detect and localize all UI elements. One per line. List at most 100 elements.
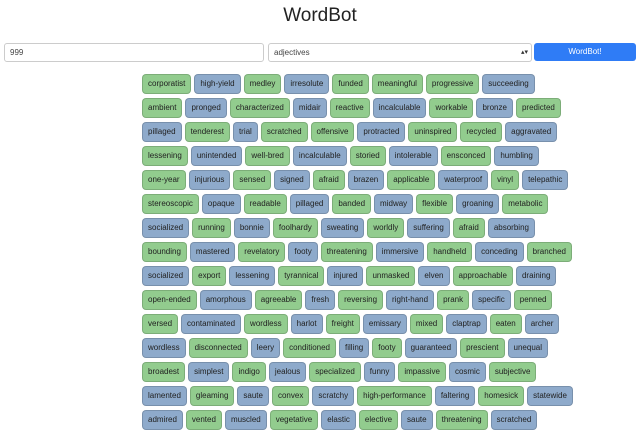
word-tag[interactable]: threatening [435,410,488,430]
word-tag[interactable]: disconnected [188,338,248,358]
word-tag[interactable]: scratchy [312,386,355,406]
word-tag[interactable]: leery [250,338,281,358]
word-tag[interactable]: stereoscopic [142,194,199,214]
word-tag[interactable]: midair [292,98,327,118]
word-tag[interactable]: readable [243,194,287,214]
word-tag[interactable]: prank [437,290,470,310]
word-tag[interactable]: foolhardy [272,218,318,238]
word-tag[interactable]: afraid [452,218,485,238]
word-tag[interactable]: afraid [312,170,345,190]
word-tag[interactable]: elective [358,410,399,430]
word-tag[interactable]: bounding [142,242,187,262]
word-tag[interactable]: tyrannical [278,266,325,286]
word-tag[interactable]: applicable [387,170,436,190]
word-tag[interactable]: scratched [260,122,308,142]
word-tag[interactable]: draining [515,266,557,286]
word-tag[interactable]: specialized [309,362,361,382]
word-tag[interactable]: predicted [515,98,561,118]
word-tag[interactable]: incalculable [292,146,347,166]
wordbot-button[interactable]: WordBot! [534,43,636,61]
word-tag[interactable]: elven [418,266,450,286]
word-tag[interactable]: lessening [142,146,188,166]
word-tag[interactable]: bonnie [233,218,270,238]
word-tag[interactable]: archer [524,314,560,334]
word-tag[interactable]: pronged [185,98,227,118]
word-tag[interactable]: penned [513,290,553,310]
word-tag[interactable]: handheld [427,242,473,262]
word-tag[interactable]: simplest [188,362,230,382]
word-tag[interactable]: subjective [488,362,537,382]
word-tag[interactable]: claptrap [446,314,487,334]
word-tag[interactable]: gleaming [189,386,235,406]
word-tag[interactable]: succeeding [482,74,535,94]
word-tag[interactable]: corporatist [142,74,192,94]
word-tag[interactable]: worldly [367,218,405,238]
word-tag[interactable]: medley [243,74,282,94]
word-tag[interactable]: sweating [320,218,365,238]
word-tag[interactable]: unmasked [366,266,416,286]
word-tag[interactable]: storied [349,146,386,166]
word-tag[interactable]: socialized [142,218,190,238]
word-tag[interactable]: approachable [452,266,513,286]
word-tag[interactable]: humbling [494,146,539,166]
word-tag[interactable]: filling [339,338,370,358]
word-tag[interactable]: groaning [456,194,500,214]
word-tag[interactable]: statewide [527,386,573,406]
word-tag[interactable]: banded [332,194,372,214]
word-tag[interactable]: impassive [398,362,446,382]
word-tag[interactable]: agreeable [254,290,303,310]
word-tag[interactable]: socialized [142,266,190,286]
word-tag[interactable]: scratched [490,410,538,430]
word-tag[interactable]: trial [232,122,258,142]
word-tag[interactable]: characterized [229,98,290,118]
word-tag[interactable]: branched [526,242,572,262]
word-tag[interactable]: progressive [425,74,480,94]
word-tag[interactable]: amorphous [199,290,252,310]
word-tag[interactable]: injurious [188,170,231,190]
word-tag[interactable]: injured [327,266,364,286]
word-tag[interactable]: waterproof [438,170,489,190]
word-tag[interactable]: funded [332,74,369,94]
word-tag[interactable]: high-performance [357,386,432,406]
word-tag[interactable]: faltering [434,386,476,406]
word-tag[interactable]: muscled [224,410,267,430]
word-tag[interactable]: absorbing [487,218,535,238]
word-tag[interactable]: wordless [142,338,186,358]
word-tag[interactable]: versed [142,314,179,334]
word-tag[interactable]: flexible [416,194,454,214]
word-tag[interactable]: reversing [338,290,384,310]
word-tag[interactable]: eaten [489,314,522,334]
word-tag[interactable]: indigo [232,362,266,382]
category-select[interactable]: adjectives ▴▾ [268,43,532,62]
word-tag[interactable]: admired [142,410,183,430]
word-tag[interactable]: running [192,218,231,238]
word-tag[interactable]: funny [363,362,396,382]
word-tag[interactable]: footy [372,338,402,358]
word-tag[interactable]: right-hand [386,290,435,310]
word-tag[interactable]: guaranteed [404,338,458,358]
word-tag[interactable]: well-bred [245,146,290,166]
word-tag[interactable]: protracted [357,122,406,142]
word-tag[interactable]: meaningful [371,74,423,94]
word-tag[interactable]: cosmic [448,362,486,382]
word-tag[interactable]: sensed [233,170,272,190]
word-tag[interactable]: convex [271,386,310,406]
word-tag[interactable]: incalculable [372,98,427,118]
word-tag[interactable]: one-year [142,170,186,190]
word-tag[interactable]: lamented [142,386,187,406]
word-tag[interactable]: pillaged [142,122,182,142]
word-tag[interactable]: revelatory [238,242,286,262]
word-tag[interactable]: pillaged [289,194,330,214]
word-tag[interactable]: unintended [190,146,243,166]
word-tag[interactable]: signed [274,170,310,190]
word-tag[interactable]: suffering [407,218,450,238]
word-tag[interactable]: freight [325,314,360,334]
word-tag[interactable]: vinyl [491,170,520,190]
word-tag[interactable]: uninspired [408,122,458,142]
word-tag[interactable]: broadest [142,362,186,382]
word-tag[interactable]: export [192,266,227,286]
word-tag[interactable]: footy [288,242,318,262]
word-tag[interactable]: vented [185,410,222,430]
word-tag[interactable]: elastic [321,410,356,430]
word-tag[interactable]: offensive [310,122,355,142]
